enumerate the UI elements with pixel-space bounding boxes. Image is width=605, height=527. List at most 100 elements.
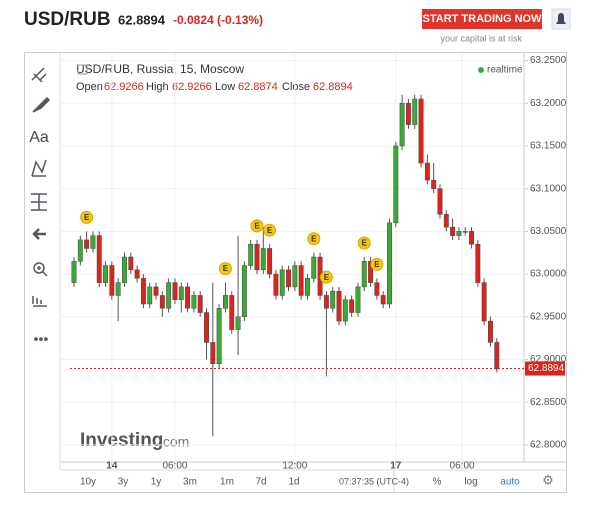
event-marker[interactable] <box>319 270 333 284</box>
cta-button[interactable] <box>422 9 542 29</box>
tool-lines[interactable] <box>31 67 47 83</box>
candle-body <box>90 235 96 249</box>
candle-body <box>349 299 355 313</box>
candle-body <box>305 278 310 296</box>
event-label: E <box>84 213 90 222</box>
range-button[interactable]: 1m <box>220 477 234 488</box>
event-marker[interactable] <box>250 219 264 233</box>
candle-body <box>311 256 317 279</box>
candle-body <box>431 179 437 189</box>
candle-body <box>374 282 380 296</box>
candle-body <box>286 269 291 288</box>
candle-body <box>229 295 235 330</box>
y-tick-label: 62.8500 <box>530 397 567 408</box>
candle-body <box>109 265 115 296</box>
close-value: 62.8894 <box>313 81 353 93</box>
candle-body <box>254 243 260 271</box>
last-price-label: 62.8894 <box>528 363 565 374</box>
y-tick-label: 62.9000 <box>530 354 567 365</box>
high-value: 62.9266 <box>172 81 212 93</box>
tool-indicators[interactable] <box>32 296 47 307</box>
toolbar-icons <box>31 67 51 307</box>
candle-body <box>443 214 449 228</box>
candle-body <box>323 295 329 309</box>
tool-pattern[interactable] <box>31 159 47 177</box>
candle-body <box>424 162 430 181</box>
cta-text[interactable]: START TRADING NOW <box>423 13 543 25</box>
x-tick-label: 14 <box>106 461 118 472</box>
candle-body <box>103 265 108 283</box>
candle-body <box>481 282 487 322</box>
logo-suffix: .com <box>159 434 189 450</box>
bell-icon <box>556 13 566 24</box>
candle-body <box>355 286 361 313</box>
y-tick-label: 63.1000 <box>530 183 567 194</box>
x-tick-label: 17 <box>390 461 402 472</box>
candle-body <box>298 265 304 296</box>
event-marker[interactable] <box>370 257 384 271</box>
range-button[interactable]: 3y <box>118 477 129 488</box>
range-button[interactable]: 7d <box>255 477 266 488</box>
tool-more[interactable]: ••• <box>34 331 49 347</box>
candle-body <box>197 295 203 313</box>
candle-body <box>387 222 392 305</box>
range-button[interactable]: 1y <box>151 477 162 488</box>
candle-body <box>368 261 374 283</box>
candle-body <box>380 295 386 305</box>
tool-back[interactable] <box>32 228 46 240</box>
candle-body <box>172 282 178 300</box>
candle-body <box>488 320 493 343</box>
candle-body <box>336 290 342 322</box>
event-marker[interactable] <box>307 232 321 246</box>
candle-body <box>418 98 424 164</box>
candle-body <box>462 231 468 233</box>
tool-zoom-plus <box>37 266 48 277</box>
event-marker[interactable] <box>80 210 94 224</box>
candle-body <box>128 256 134 271</box>
y-tick-label: 63.0500 <box>530 226 567 237</box>
range-button[interactable]: 3m <box>183 477 197 488</box>
candle-body <box>248 243 254 266</box>
event-marker[interactable] <box>357 236 371 250</box>
range-button[interactable]: 1d <box>288 477 299 488</box>
range-button[interactable]: 10y <box>80 477 96 488</box>
candle-body <box>159 295 165 309</box>
candle-body <box>330 290 336 309</box>
tool-zoom[interactable] <box>33 262 45 274</box>
collapse-icon[interactable] <box>77 64 88 75</box>
legend-title: USD/RUB, Russia, 15, Moscow <box>76 62 244 76</box>
y-tick-label: 62.8000 <box>530 440 567 451</box>
y-tick-label: 63.2000 <box>530 98 567 109</box>
event-label: E <box>324 273 330 282</box>
candle-body <box>450 226 456 236</box>
price: 62.8894 <box>118 12 166 27</box>
tool-fib[interactable] <box>31 193 47 211</box>
logo-main: Investing <box>80 430 163 451</box>
candle-body <box>361 261 367 288</box>
candle-body <box>393 145 399 224</box>
candle-body <box>115 282 121 296</box>
option-button[interactable]: % <box>433 477 442 488</box>
tool-text[interactable]: Aa <box>29 129 49 146</box>
tool-brush[interactable] <box>32 96 51 113</box>
candle-body <box>210 342 216 365</box>
option-button[interactable]: auto <box>500 477 520 488</box>
option-button[interactable]: log <box>464 477 477 488</box>
event-marker[interactable] <box>218 262 232 276</box>
candle-body <box>178 286 184 300</box>
x-tick-label: 06:00 <box>450 461 475 472</box>
candle-body <box>260 248 266 271</box>
low-value: 62.8874 <box>238 81 278 93</box>
event-label: E <box>223 264 229 273</box>
event-marker[interactable] <box>263 223 277 237</box>
candle-body <box>241 265 247 318</box>
event-label: E <box>362 239 368 248</box>
settings-icon[interactable]: ⚙ <box>542 472 554 487</box>
x-tick-label: 06:00 <box>162 461 187 472</box>
candle-body <box>267 248 273 275</box>
disclaimer: your capital is at risk <box>440 33 522 43</box>
candle-body <box>71 261 77 283</box>
candle-body <box>77 239 83 262</box>
